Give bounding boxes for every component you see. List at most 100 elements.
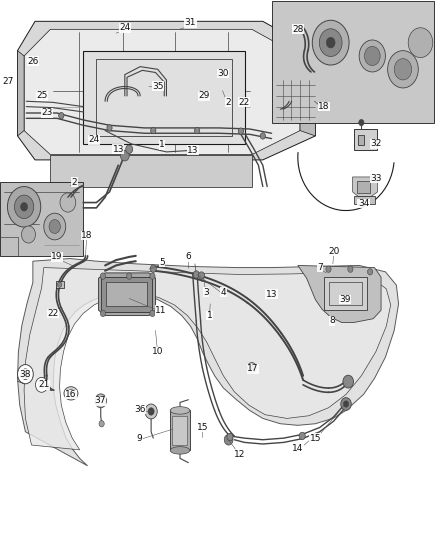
- Text: 1: 1: [159, 141, 165, 149]
- Circle shape: [394, 59, 412, 80]
- Circle shape: [107, 125, 112, 131]
- Ellipse shape: [64, 387, 78, 400]
- Circle shape: [193, 271, 199, 278]
- Circle shape: [150, 265, 156, 272]
- Text: 29: 29: [198, 92, 209, 100]
- Circle shape: [14, 195, 34, 219]
- Text: 2: 2: [72, 178, 77, 187]
- Text: 18: 18: [81, 231, 92, 240]
- Text: 13: 13: [266, 290, 277, 298]
- Polygon shape: [298, 265, 381, 322]
- Circle shape: [224, 434, 233, 445]
- Circle shape: [326, 266, 331, 272]
- Text: 22: 22: [239, 98, 250, 107]
- Text: 30: 30: [218, 69, 229, 78]
- Circle shape: [145, 404, 157, 419]
- Circle shape: [150, 273, 155, 279]
- Text: 23: 23: [42, 109, 53, 117]
- Text: 5: 5: [159, 258, 165, 266]
- Text: 27: 27: [2, 77, 14, 85]
- Circle shape: [227, 433, 233, 441]
- Polygon shape: [99, 273, 155, 316]
- Bar: [354, 196, 375, 204]
- Circle shape: [18, 365, 33, 384]
- Text: 28: 28: [292, 25, 304, 34]
- Circle shape: [194, 127, 200, 134]
- Polygon shape: [18, 51, 24, 136]
- Ellipse shape: [67, 390, 75, 397]
- Text: 1: 1: [206, 311, 212, 320]
- Circle shape: [299, 432, 305, 440]
- Circle shape: [21, 226, 35, 243]
- Circle shape: [100, 310, 106, 317]
- Circle shape: [39, 381, 45, 389]
- Text: 22: 22: [48, 309, 59, 318]
- Circle shape: [343, 375, 353, 388]
- Circle shape: [343, 401, 349, 407]
- Text: 11: 11: [155, 306, 167, 314]
- Polygon shape: [18, 21, 315, 160]
- Text: 39: 39: [339, 295, 351, 304]
- Text: 38: 38: [20, 370, 31, 378]
- Text: 12: 12: [234, 450, 246, 458]
- Bar: [56, 281, 64, 288]
- Circle shape: [57, 282, 62, 287]
- Text: 31: 31: [185, 19, 196, 27]
- Circle shape: [198, 272, 205, 279]
- Circle shape: [49, 220, 60, 233]
- Circle shape: [99, 421, 104, 427]
- Polygon shape: [24, 268, 391, 450]
- Circle shape: [359, 119, 364, 126]
- Circle shape: [319, 29, 342, 56]
- Text: 18: 18: [318, 102, 330, 111]
- Polygon shape: [272, 1, 434, 123]
- Text: 16: 16: [65, 390, 77, 399]
- Circle shape: [408, 28, 433, 58]
- Text: 26: 26: [27, 57, 39, 66]
- Polygon shape: [0, 182, 83, 256]
- Bar: [170, 410, 190, 450]
- Polygon shape: [18, 259, 399, 466]
- Text: 24: 24: [119, 23, 131, 32]
- Polygon shape: [24, 29, 300, 155]
- Circle shape: [364, 46, 380, 66]
- Circle shape: [21, 369, 30, 379]
- Bar: [358, 135, 364, 145]
- Text: 21: 21: [38, 381, 49, 389]
- Text: 35: 35: [152, 82, 163, 91]
- Circle shape: [150, 310, 155, 317]
- Circle shape: [35, 377, 48, 392]
- Text: 20: 20: [328, 247, 339, 256]
- Text: 3: 3: [203, 288, 209, 296]
- Circle shape: [359, 40, 385, 72]
- Polygon shape: [300, 51, 315, 136]
- Circle shape: [312, 20, 349, 65]
- Text: 14: 14: [292, 445, 304, 453]
- Circle shape: [127, 273, 132, 279]
- Text: 36: 36: [134, 405, 146, 414]
- Circle shape: [95, 394, 106, 408]
- Circle shape: [151, 127, 156, 134]
- Circle shape: [238, 128, 244, 134]
- Text: 8: 8: [329, 317, 335, 325]
- Circle shape: [348, 266, 353, 272]
- Text: 13: 13: [187, 146, 198, 155]
- Text: 13: 13: [113, 145, 124, 154]
- Ellipse shape: [170, 407, 190, 414]
- Text: 37: 37: [94, 397, 106, 405]
- Text: 10: 10: [152, 348, 163, 356]
- Ellipse shape: [170, 447, 190, 454]
- Bar: [324, 277, 367, 310]
- Bar: [106, 282, 147, 306]
- Circle shape: [367, 269, 373, 275]
- Circle shape: [126, 145, 133, 154]
- Circle shape: [7, 187, 41, 227]
- Text: 15: 15: [197, 423, 208, 432]
- Circle shape: [326, 37, 335, 48]
- Polygon shape: [50, 155, 252, 187]
- Bar: [101, 277, 152, 312]
- Bar: [96, 59, 232, 136]
- Text: 9: 9: [136, 434, 142, 442]
- Circle shape: [260, 133, 265, 139]
- Circle shape: [60, 193, 76, 212]
